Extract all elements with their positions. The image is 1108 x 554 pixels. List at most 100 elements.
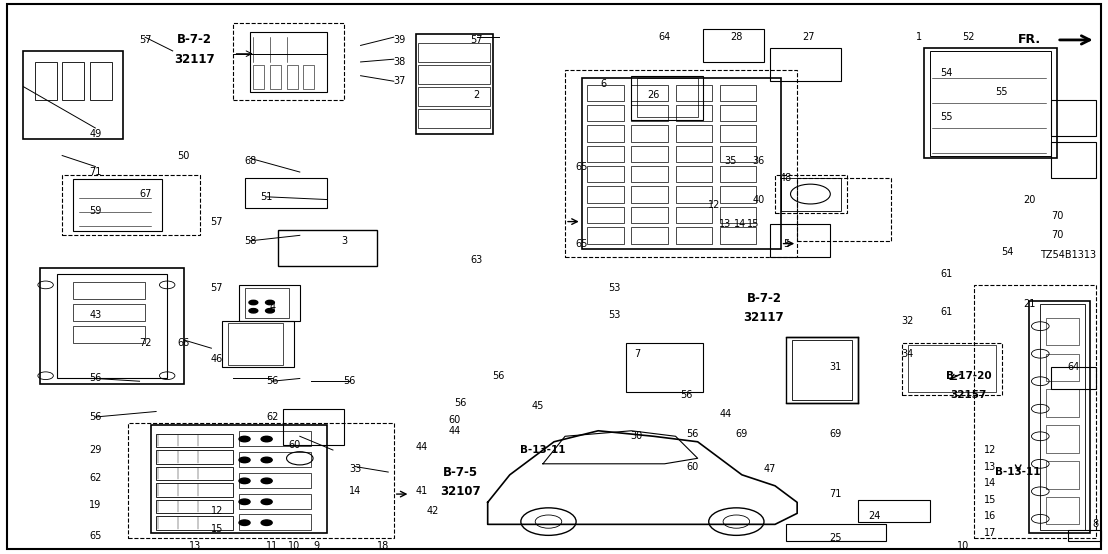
Text: 33: 33 <box>349 464 361 474</box>
Bar <box>1051 100 1096 136</box>
Text: 46: 46 <box>211 354 223 364</box>
Bar <box>720 85 757 101</box>
Bar <box>73 179 162 232</box>
Text: 20: 20 <box>1023 194 1036 204</box>
Bar <box>676 227 712 244</box>
Text: 15: 15 <box>984 495 997 505</box>
Bar <box>720 125 757 142</box>
Bar <box>974 285 1096 538</box>
Text: 15: 15 <box>211 524 223 534</box>
Text: 42: 42 <box>427 506 439 516</box>
Circle shape <box>261 520 273 525</box>
Bar <box>156 434 234 447</box>
Bar <box>632 166 668 182</box>
Text: 2: 2 <box>473 90 480 100</box>
Text: 54: 54 <box>941 68 953 78</box>
Bar <box>418 87 490 106</box>
Text: 56: 56 <box>686 429 698 439</box>
Circle shape <box>239 520 250 525</box>
Text: 65: 65 <box>575 162 588 172</box>
Text: 56: 56 <box>680 390 692 400</box>
Text: 6: 6 <box>601 79 607 89</box>
Text: 52: 52 <box>962 32 975 42</box>
Text: 57: 57 <box>471 35 483 45</box>
Bar <box>587 166 624 182</box>
Text: 15: 15 <box>747 219 759 229</box>
Bar <box>858 500 930 522</box>
Bar <box>632 105 668 121</box>
Bar <box>40 268 184 384</box>
Bar <box>239 515 311 530</box>
Text: 30: 30 <box>630 431 643 442</box>
Text: 27: 27 <box>802 32 814 42</box>
Bar <box>156 483 234 497</box>
Bar <box>626 343 704 392</box>
Bar <box>676 105 712 121</box>
Text: 29: 29 <box>89 445 102 455</box>
Bar <box>1068 530 1101 541</box>
Bar <box>632 207 668 223</box>
Text: 69: 69 <box>830 429 842 439</box>
Bar <box>129 423 393 538</box>
Text: 39: 39 <box>393 35 406 45</box>
Text: B-17-20: B-17-20 <box>945 371 992 381</box>
Bar <box>632 146 668 162</box>
Bar <box>770 224 830 258</box>
Text: 62: 62 <box>89 473 102 483</box>
Bar <box>720 227 757 244</box>
Text: 13: 13 <box>719 219 731 229</box>
Text: 14: 14 <box>984 478 997 488</box>
Bar <box>23 51 123 139</box>
Text: 63: 63 <box>471 255 483 265</box>
Text: 45: 45 <box>531 401 544 411</box>
Text: 4: 4 <box>269 302 275 312</box>
Bar <box>239 452 311 467</box>
Bar <box>632 85 668 101</box>
Bar <box>1046 353 1079 381</box>
Bar <box>304 65 315 89</box>
Bar <box>223 321 295 367</box>
Bar <box>239 494 311 509</box>
Bar <box>34 62 57 100</box>
Text: 72: 72 <box>138 338 152 348</box>
Bar <box>62 175 201 235</box>
Text: 55: 55 <box>940 112 953 122</box>
Text: 12: 12 <box>708 200 720 210</box>
Text: 51: 51 <box>260 192 273 202</box>
Text: 61: 61 <box>941 269 953 279</box>
Text: B-7-2: B-7-2 <box>177 33 213 47</box>
Text: 64: 64 <box>658 32 670 42</box>
Bar <box>1046 497 1079 524</box>
Bar <box>62 62 84 100</box>
Bar <box>632 125 668 142</box>
Text: 10: 10 <box>288 541 300 551</box>
Text: 31: 31 <box>830 362 842 372</box>
Bar <box>676 166 712 182</box>
Text: 10: 10 <box>957 541 970 551</box>
Text: 49: 49 <box>90 129 102 138</box>
Bar <box>587 186 624 203</box>
Bar <box>676 207 712 223</box>
Bar <box>156 466 234 480</box>
Text: 44: 44 <box>719 409 731 419</box>
Bar <box>587 146 624 162</box>
Text: 55: 55 <box>995 87 1008 97</box>
Text: 24: 24 <box>869 511 881 521</box>
Text: 70: 70 <box>1050 230 1063 240</box>
Bar <box>676 186 712 203</box>
Bar <box>245 177 328 208</box>
Text: 64: 64 <box>1067 362 1079 372</box>
Text: 36: 36 <box>752 156 765 166</box>
Bar <box>270 65 281 89</box>
Text: B-13-11: B-13-11 <box>995 467 1040 477</box>
Text: B-7-5: B-7-5 <box>442 465 478 479</box>
Text: 48: 48 <box>780 172 792 183</box>
Bar <box>676 85 712 101</box>
Bar <box>418 109 490 128</box>
Text: 26: 26 <box>647 90 659 100</box>
Text: 37: 37 <box>393 76 406 86</box>
Text: 12: 12 <box>984 445 997 455</box>
Bar <box>278 230 377 265</box>
Text: 38: 38 <box>393 57 406 67</box>
Text: 71: 71 <box>830 489 842 499</box>
